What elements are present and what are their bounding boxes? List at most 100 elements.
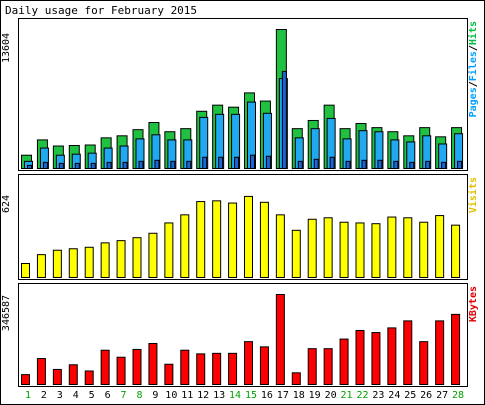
bar-hits-pages-day-21 bbox=[345, 160, 351, 169]
bar-kbytes-kbytes-day-15 bbox=[244, 341, 253, 386]
bar-visits-visits-day-17 bbox=[275, 214, 285, 278]
legend-item: Pages bbox=[468, 87, 479, 117]
x-tick-label-day-3: 3 bbox=[57, 390, 63, 401]
x-tick-label-day-22: 22 bbox=[356, 390, 368, 401]
bar-visits-visits-day-25 bbox=[403, 217, 413, 279]
legend-item: / bbox=[468, 81, 479, 87]
bar-hits-pages-day-7 bbox=[122, 161, 128, 169]
bar-kbytes-kbytes-day-18 bbox=[291, 372, 301, 386]
bar-kbytes-kbytes-day-2 bbox=[36, 358, 46, 386]
bar-kbytes-kbytes-day-1 bbox=[21, 374, 30, 386]
bar-visits-visits-day-27 bbox=[435, 215, 445, 278]
x-tick-label-day-17: 17 bbox=[277, 390, 289, 401]
x-tick-label-day-24: 24 bbox=[388, 390, 400, 401]
bar-hits-pages-day-1 bbox=[27, 164, 32, 169]
x-tick-label-day-20: 20 bbox=[325, 390, 337, 401]
bar-visits-visits-day-18 bbox=[291, 229, 301, 278]
bar-kbytes-kbytes-day-19 bbox=[307, 348, 317, 386]
bar-hits-pages-day-27 bbox=[441, 161, 447, 169]
bar-visits-visits-day-1 bbox=[21, 262, 30, 279]
legend-kbytes: KBytes bbox=[468, 286, 479, 322]
bar-kbytes-kbytes-day-9 bbox=[148, 342, 158, 386]
y-max-label-visits: 624 bbox=[1, 195, 12, 213]
bar-hits-pages-day-14 bbox=[234, 156, 240, 170]
bar-visits-visits-day-19 bbox=[307, 218, 317, 278]
bar-kbytes-kbytes-day-6 bbox=[100, 349, 110, 386]
bar-hits-pages-day-16 bbox=[265, 155, 271, 170]
bar-hits-pages-day-25 bbox=[409, 161, 415, 169]
bar-visits-visits-day-3 bbox=[52, 249, 62, 279]
chart-title: Daily usage for February 2015 bbox=[5, 4, 197, 17]
legend-item: Files bbox=[467, 51, 479, 81]
bar-hits-pages-day-12 bbox=[202, 156, 208, 170]
bar-visits-visits-day-16 bbox=[259, 201, 269, 278]
x-tick-label-day-15: 15 bbox=[245, 390, 257, 401]
legend-item: Hits bbox=[467, 21, 479, 45]
legend-visits: Visits bbox=[467, 177, 479, 213]
x-tick-label-day-25: 25 bbox=[404, 390, 416, 401]
bar-visits-visits-day-7 bbox=[116, 240, 126, 278]
bar-kbytes-kbytes-day-14 bbox=[228, 352, 238, 385]
bar-hits-pages-day-11 bbox=[186, 160, 192, 169]
bar-visits-visits-day-28 bbox=[451, 224, 461, 279]
bar-hits-pages-day-28 bbox=[457, 160, 463, 169]
x-tick-label-day-14: 14 bbox=[229, 390, 241, 401]
bar-kbytes-kbytes-day-27 bbox=[435, 320, 445, 385]
bar-visits-visits-day-15 bbox=[244, 195, 253, 279]
bar-hits-pages-day-15 bbox=[250, 154, 255, 170]
bar-visits-visits-day-2 bbox=[36, 254, 46, 278]
x-tick-label-day-7: 7 bbox=[121, 390, 127, 401]
bar-visits-visits-day-5 bbox=[84, 246, 94, 278]
bar-hits-pages-day-20 bbox=[329, 156, 335, 170]
x-tick-label-day-9: 9 bbox=[152, 390, 158, 401]
bar-visits-visits-day-9 bbox=[148, 232, 158, 278]
bar-kbytes-kbytes-day-4 bbox=[68, 364, 78, 386]
bar-hits-pages-day-9 bbox=[154, 159, 160, 169]
bar-kbytes-kbytes-day-28 bbox=[451, 313, 461, 385]
bar-visits-visits-day-20 bbox=[323, 217, 333, 279]
bar-hits-pages-day-3 bbox=[58, 162, 64, 169]
bar-kbytes-kbytes-day-7 bbox=[116, 356, 126, 386]
bar-visits-visits-day-23 bbox=[371, 223, 381, 278]
bar-visits-visits-day-13 bbox=[212, 200, 222, 278]
x-tick-label-day-19: 19 bbox=[309, 390, 321, 401]
legend-item: / bbox=[468, 45, 479, 51]
bar-visits-visits-day-26 bbox=[419, 221, 429, 278]
bar-kbytes-kbytes-day-12 bbox=[196, 353, 206, 385]
bar-hits-pages-day-18 bbox=[297, 160, 303, 169]
bar-visits-visits-day-4 bbox=[68, 248, 78, 278]
bar-kbytes-kbytes-day-13 bbox=[212, 352, 222, 385]
bar-visits-visits-day-11 bbox=[180, 214, 190, 278]
bar-kbytes-kbytes-day-17 bbox=[275, 294, 285, 385]
x-tick-label-day-21: 21 bbox=[341, 390, 353, 401]
bar-kbytes-kbytes-day-20 bbox=[323, 348, 333, 386]
bar-hits-pages-day-4 bbox=[74, 162, 80, 169]
bar-kbytes-kbytes-day-10 bbox=[164, 363, 174, 385]
bar-kbytes-kbytes-day-8 bbox=[132, 348, 142, 386]
x-tick-label-day-6: 6 bbox=[105, 390, 111, 401]
bar-visits-visits-day-8 bbox=[132, 237, 142, 278]
y-max-label-hits: 13604 bbox=[1, 33, 12, 63]
x-tick-label-day-11: 11 bbox=[181, 390, 193, 401]
bar-visits-visits-day-21 bbox=[339, 221, 349, 278]
x-tick-label-day-8: 8 bbox=[136, 390, 142, 401]
bar-hits-pages-day-24 bbox=[393, 160, 399, 169]
x-tick-label-day-28: 28 bbox=[452, 390, 464, 401]
x-tick-label-day-13: 13 bbox=[213, 390, 225, 401]
bar-visits-visits-day-22 bbox=[355, 222, 365, 278]
bar-hits-pages-day-5 bbox=[90, 162, 96, 169]
legend-item: Visits bbox=[467, 177, 479, 213]
bar-kbytes-kbytes-day-25 bbox=[403, 320, 413, 385]
x-tick-label-day-23: 23 bbox=[372, 390, 384, 401]
bar-hits-pages-day-2 bbox=[42, 161, 48, 169]
bar-hits-pages-day-10 bbox=[170, 160, 176, 169]
legend-hits: Pages/Files/Hits bbox=[467, 21, 479, 117]
bar-hits-pages-day-26 bbox=[425, 160, 431, 169]
bar-kbytes-kbytes-day-23 bbox=[371, 332, 381, 386]
bar-hits-pages-day-8 bbox=[138, 160, 144, 169]
bar-kbytes-kbytes-day-21 bbox=[339, 338, 349, 385]
bar-kbytes-kbytes-day-22 bbox=[355, 329, 365, 385]
bar-visits-visits-day-6 bbox=[100, 242, 110, 279]
bar-hits-pages-day-22 bbox=[361, 159, 367, 169]
